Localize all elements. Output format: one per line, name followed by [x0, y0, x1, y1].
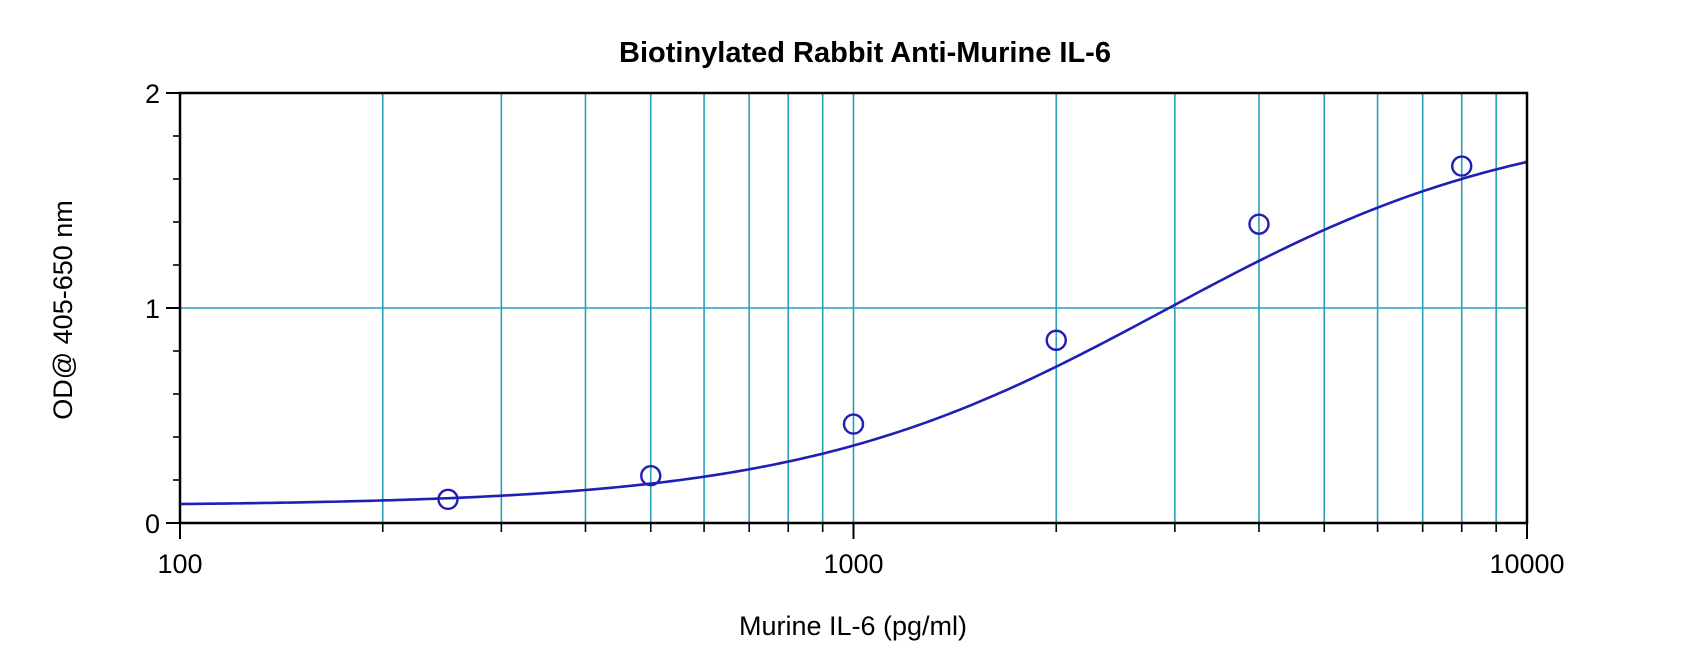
data-point [640, 465, 662, 487]
x-tick-label: 10000 [1489, 549, 1564, 579]
fit-curve [179, 160, 1528, 506]
chart-title: Biotinylated Rabbit Anti-Murine IL-6 [619, 37, 1111, 69]
data-point [1045, 329, 1067, 351]
x-tick-label: 100 [157, 549, 202, 579]
y-tick-label: 2 [145, 79, 160, 109]
x-tick-label: 1000 [823, 549, 883, 579]
tick-labels: 0 1 2 100 1000 10000 [145, 79, 1565, 579]
data-point [1451, 155, 1473, 177]
fit-curve-line [179, 160, 1528, 506]
y-tick-label: 0 [145, 509, 160, 539]
x-axis-label: Murine IL-6 (pg/ml) [739, 611, 967, 641]
y-axis-label: OD@ 405-650 nm [48, 200, 78, 420]
data-points [437, 155, 1473, 511]
data-point [437, 488, 459, 511]
grid-lines [180, 93, 1527, 523]
y-tick-label: 1 [145, 294, 160, 324]
axis-ticks [166, 92, 1528, 539]
data-point [1248, 213, 1270, 235]
data-point [842, 413, 865, 435]
